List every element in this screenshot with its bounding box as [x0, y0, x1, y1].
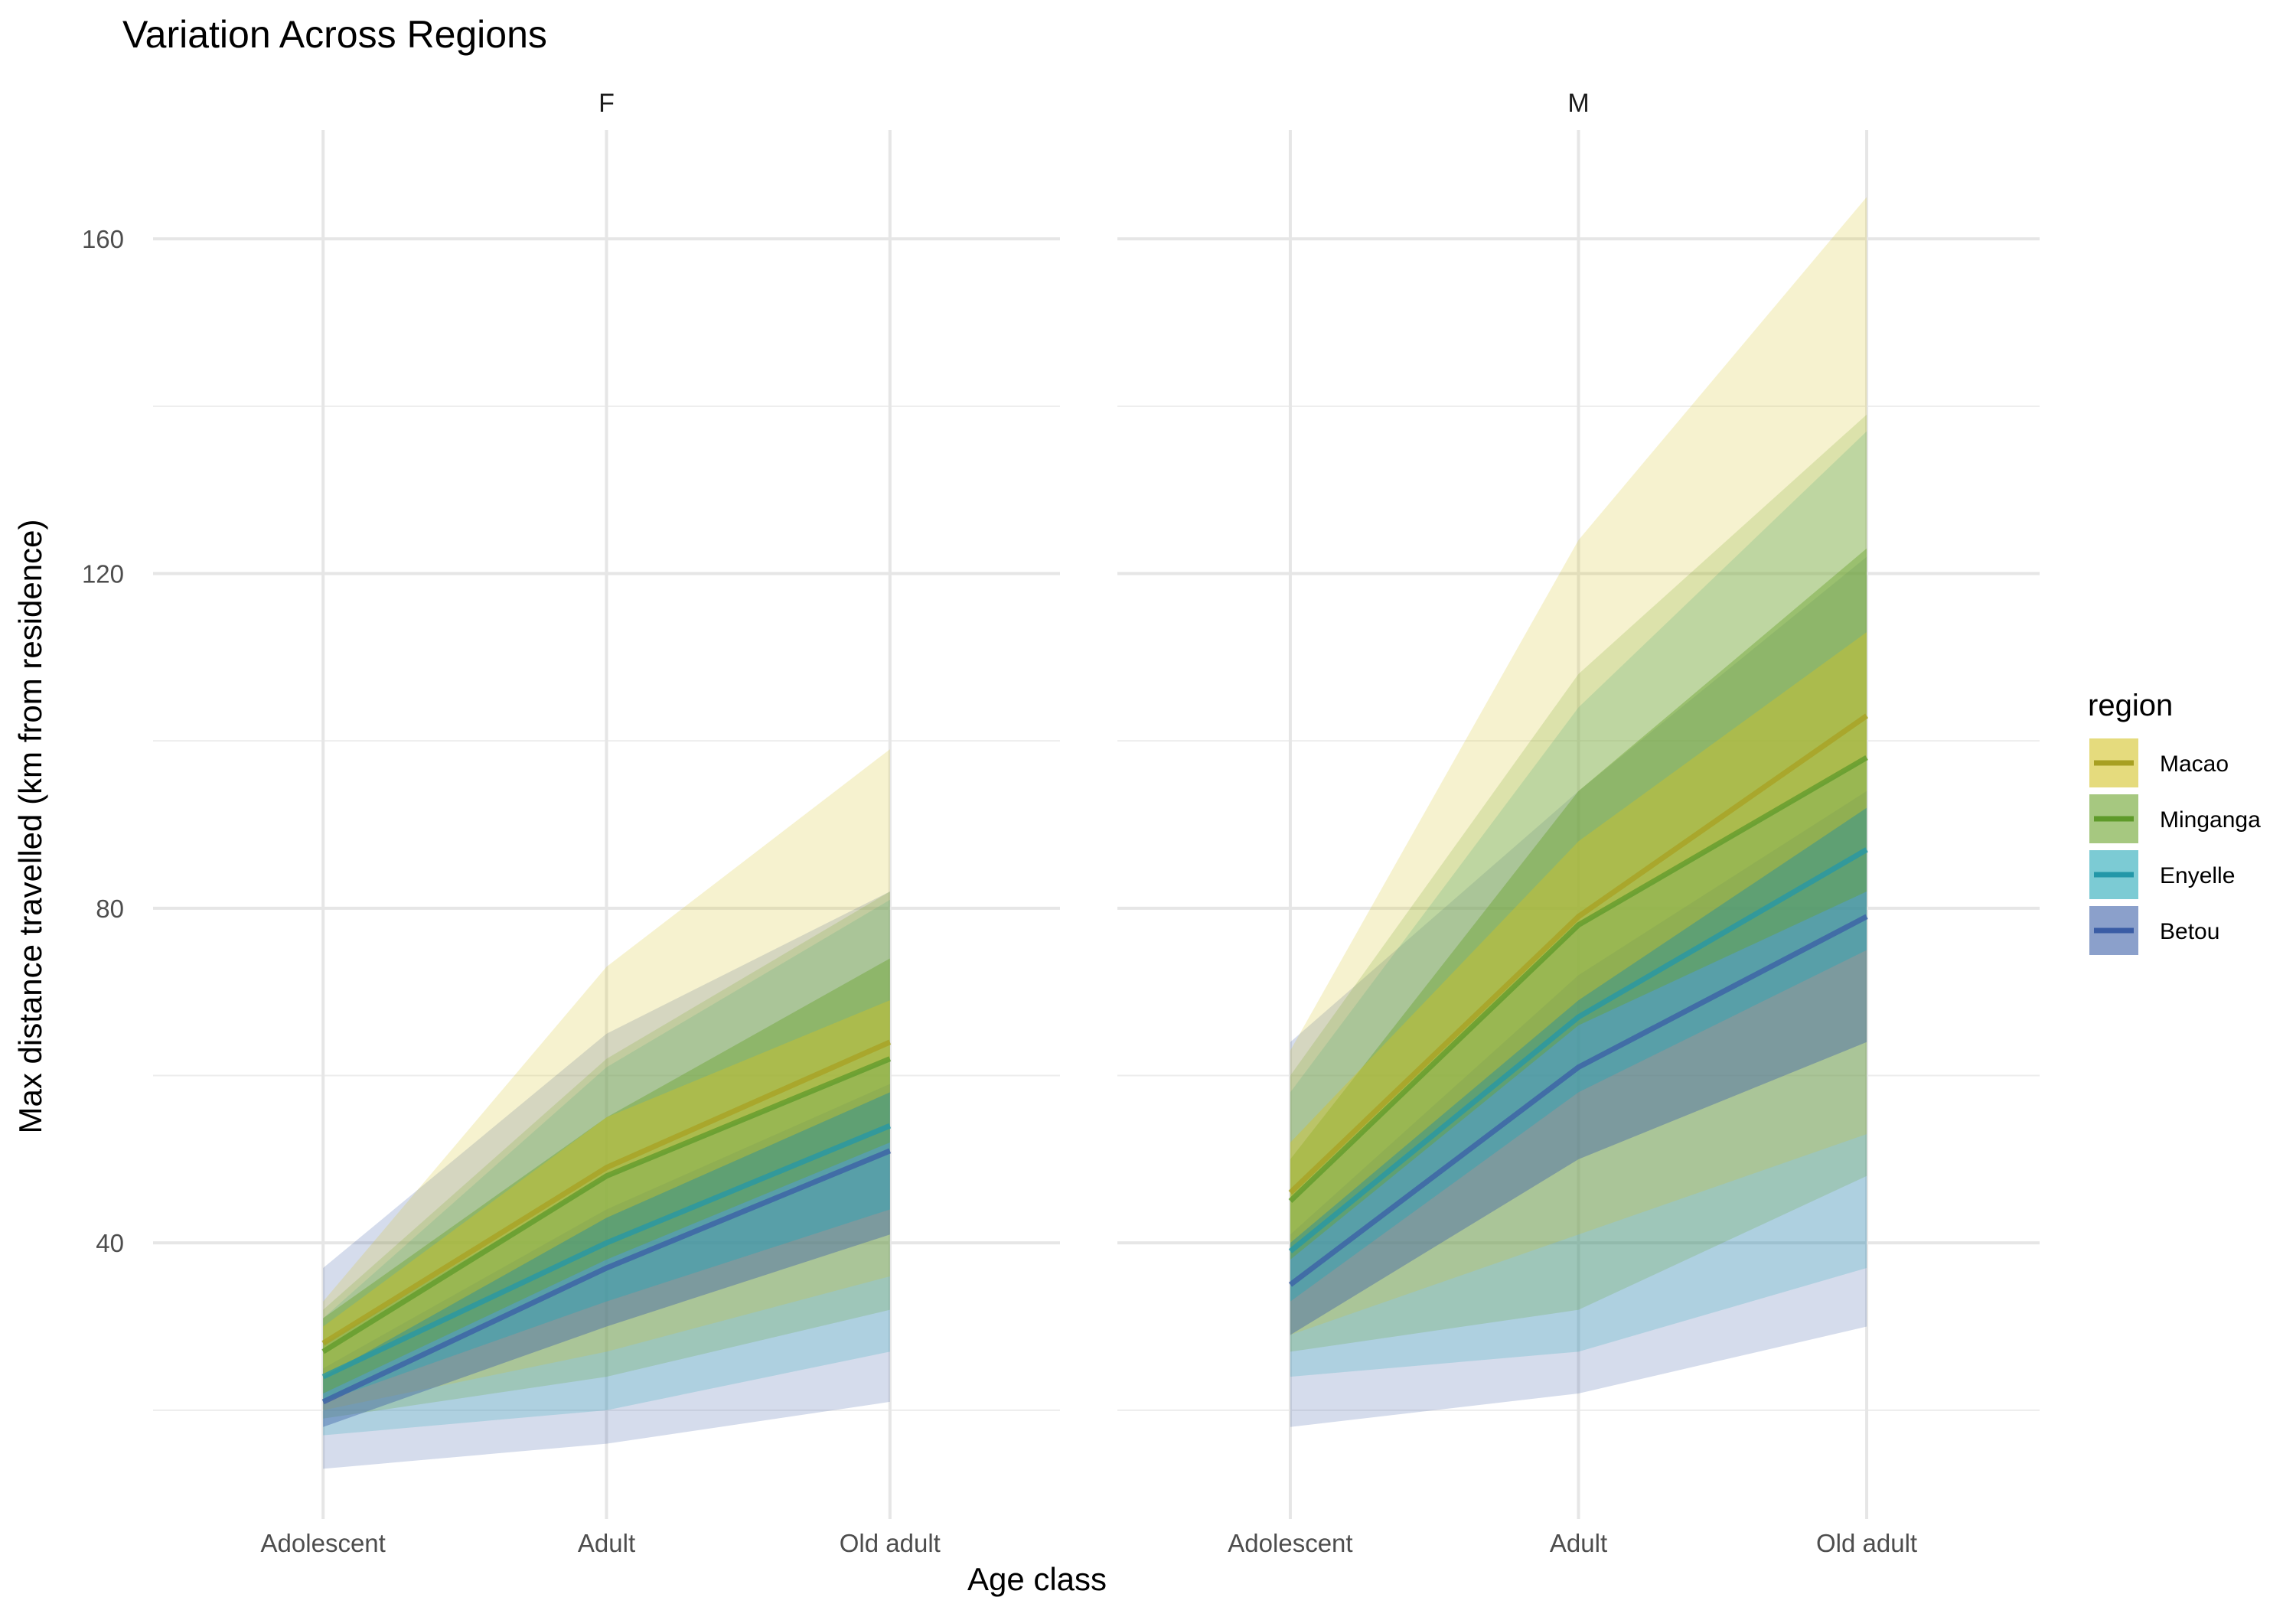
mean-line-minganga	[1288, 755, 1868, 1204]
chart-title: Variation Across Regions	[122, 13, 547, 56]
facet-label-f: F	[598, 89, 615, 118]
mean-line-enyelle	[321, 1123, 892, 1380]
mean-line-macao	[1288, 713, 1869, 1195]
legend-label: Macao	[2160, 751, 2229, 777]
band-outer-enyelle	[1290, 431, 1867, 1377]
x-tick-label: Adult	[1550, 1529, 1607, 1557]
x-axis-title: Age class	[967, 1561, 1107, 1597]
panels: F Adolescent Adult Old adult M Adolescent Adul…	[82, 89, 2040, 1557]
band-inner-betou	[323, 1084, 890, 1427]
mean-line-betou	[321, 1148, 892, 1405]
y-tick-label: 40	[96, 1229, 124, 1257]
legend-item-betou: Betou	[2089, 906, 2219, 955]
band-inner-macao	[323, 1000, 890, 1377]
panel-f: F Adolescent Adult Old adult	[153, 89, 1060, 1557]
band-outer-macao	[323, 749, 890, 1410]
x-tick-label: Adolescent	[1228, 1529, 1352, 1557]
mean-line-minganga	[321, 1056, 892, 1354]
y-tick-label: 160	[82, 225, 124, 253]
y-tick-label: 120	[82, 559, 124, 588]
band-inner-minganga	[1290, 548, 1867, 1260]
band-outer-minganga	[1290, 414, 1867, 1352]
mean-line-enyelle	[1288, 847, 1868, 1253]
legend-item-minganga: Minganga	[2089, 794, 2261, 843]
band-outer-betou	[1290, 556, 1867, 1427]
mean-line-macao	[321, 1039, 892, 1346]
legend: region Macao Minganga Enyelle Betou	[2088, 689, 2261, 955]
x-tick-label: Old adult	[1816, 1529, 1917, 1557]
band-inner-macao	[1290, 632, 1867, 1244]
band-outer-betou	[323, 891, 890, 1469]
band-inner-enyelle	[323, 1058, 890, 1402]
legend-label: Enyelle	[2160, 863, 2235, 888]
y-tick-label: 80	[96, 895, 124, 923]
legend-item-enyelle: Enyelle	[2089, 850, 2235, 899]
band-outer-minganga	[323, 891, 890, 1419]
legend-item-macao: Macao	[2089, 738, 2229, 787]
mean-line-betou	[1288, 914, 1868, 1287]
y-axis-title: Max distance travelled (km from residenc…	[12, 520, 48, 1134]
x-tick-label: Adolescent	[261, 1529, 386, 1557]
legend-label: Minganga	[2160, 807, 2261, 833]
band-inner-enyelle	[1290, 758, 1867, 1302]
band-outer-macao	[1290, 197, 1867, 1335]
x-tick-label: Old adult	[840, 1529, 941, 1557]
panel-m: M Adolescent Adult Old adult	[1117, 89, 2040, 1557]
band-inner-betou	[1290, 790, 1867, 1335]
legend-title: region	[2088, 689, 2173, 722]
facet-label-m: M	[1567, 89, 1589, 118]
x-tick-label: Adult	[578, 1529, 635, 1557]
legend-label: Betou	[2160, 919, 2219, 944]
